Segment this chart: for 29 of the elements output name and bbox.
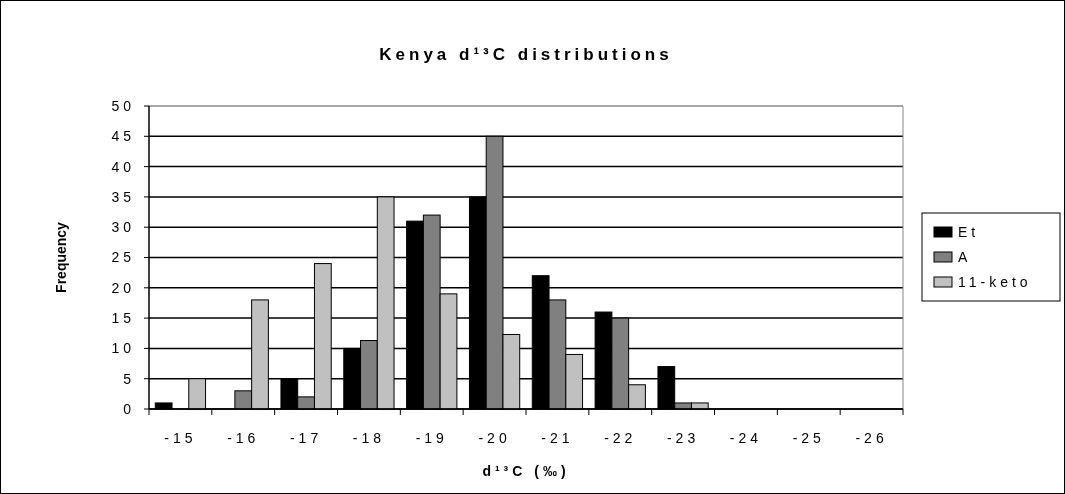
y-tick-label: 10 [111, 340, 135, 357]
legend-label: Et [958, 223, 980, 240]
y-tick-label: 35 [111, 188, 135, 205]
y-tick-label: 25 [111, 249, 135, 266]
x-tick-label: -20 [478, 430, 511, 446]
x-tick-label: -17 [289, 430, 323, 446]
y-tick-label: 30 [111, 219, 135, 236]
y-tick-label: 0 [123, 400, 135, 417]
x-tick-label: -25 [792, 430, 825, 446]
y-axis-title: Frequency [53, 221, 69, 293]
legend-label: A [958, 248, 972, 265]
x-tick-label: -24 [729, 430, 763, 446]
chart-title: Kenya d¹³C distributions [379, 45, 673, 64]
x-tick-label: -15 [164, 430, 197, 446]
y-tick-label: 50 [111, 97, 135, 114]
x-tick-label: -22 [604, 430, 637, 446]
y-tick-label: 40 [111, 158, 135, 175]
x-tick-label: -23 [666, 430, 700, 446]
x-tick-label: -21 [541, 430, 574, 446]
y-tick-label: 5 [123, 370, 135, 387]
x-tick-label: -26 [855, 430, 888, 446]
y-tick-label: 15 [111, 310, 135, 326]
x-axis-title: d¹³C (‰) [482, 463, 570, 479]
x-tick-label: -18 [352, 430, 386, 446]
x-tick-label: -19 [415, 430, 448, 446]
y-tick-label: 45 [111, 128, 135, 145]
legend-label: 11-keto [958, 273, 1032, 290]
x-tick-label: -16 [227, 430, 260, 446]
y-tick-label: 20 [111, 279, 135, 296]
